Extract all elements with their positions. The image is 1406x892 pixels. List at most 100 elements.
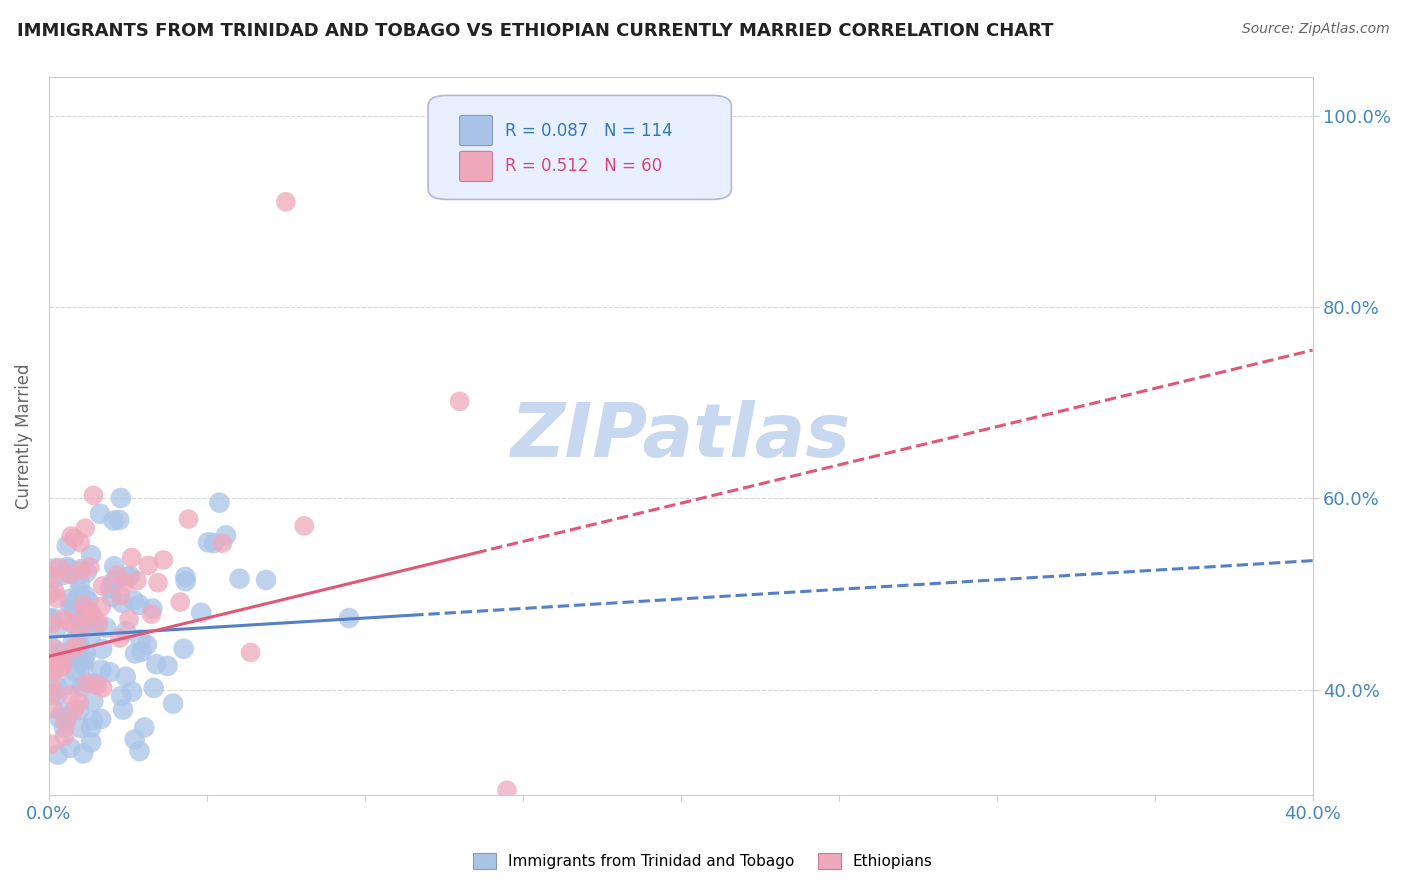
Point	[91, 681, 114, 695]
Point	[73, 608, 96, 623]
Point	[62, 641, 84, 656]
Point	[69, 622, 91, 636]
Point	[141, 601, 163, 615]
Point	[86, 678, 108, 692]
FancyBboxPatch shape	[460, 152, 492, 181]
Point	[83, 676, 105, 690]
Point	[91, 641, 114, 656]
Point	[124, 732, 146, 747]
Point	[73, 657, 96, 672]
Point	[65, 595, 87, 609]
Point	[44, 583, 66, 598]
Point	[110, 589, 132, 603]
Point	[39, 657, 62, 671]
Text: R = 0.087   N = 114: R = 0.087 N = 114	[505, 121, 672, 139]
Point	[82, 713, 104, 727]
Point	[75, 589, 97, 603]
Point	[41, 613, 63, 627]
Point	[56, 560, 79, 574]
Point	[162, 697, 184, 711]
Point	[46, 621, 69, 635]
Point	[42, 611, 65, 625]
Point	[55, 539, 77, 553]
Point	[44, 561, 66, 575]
Point	[59, 688, 82, 702]
Point	[39, 677, 62, 691]
Point	[52, 705, 75, 719]
Point	[69, 638, 91, 652]
Point	[73, 652, 96, 666]
Point	[208, 496, 231, 510]
Point	[103, 514, 125, 528]
Point	[51, 568, 73, 582]
Point	[69, 584, 91, 599]
Point	[52, 652, 75, 666]
Point	[44, 642, 66, 657]
Point	[72, 747, 94, 761]
Point	[66, 639, 89, 653]
Point	[53, 721, 76, 735]
Point	[58, 592, 80, 607]
Point	[177, 512, 200, 526]
Point	[72, 598, 94, 612]
Point	[49, 645, 72, 659]
Point	[82, 607, 104, 622]
Point	[80, 548, 103, 562]
Point	[80, 735, 103, 749]
Point	[46, 687, 69, 701]
Point	[86, 617, 108, 632]
Point	[69, 643, 91, 657]
Point	[63, 531, 86, 545]
Point	[211, 536, 233, 550]
Point	[80, 721, 103, 735]
Point	[136, 558, 159, 573]
Point	[65, 665, 87, 679]
Point	[82, 694, 104, 708]
Point	[62, 603, 84, 617]
Point	[67, 695, 90, 709]
Point	[58, 567, 80, 582]
Point	[152, 553, 174, 567]
FancyBboxPatch shape	[460, 115, 492, 145]
Point	[41, 688, 63, 702]
Point	[69, 575, 91, 590]
Point	[215, 528, 238, 542]
Point	[59, 601, 82, 615]
Point	[60, 567, 83, 582]
Point	[73, 617, 96, 632]
Point	[134, 721, 156, 735]
Point	[96, 621, 118, 635]
Point	[38, 611, 60, 625]
Point	[79, 604, 101, 618]
Point	[197, 535, 219, 549]
Point	[141, 607, 163, 622]
Point	[122, 593, 145, 607]
Point	[73, 602, 96, 616]
Point	[60, 529, 83, 543]
Point	[121, 684, 143, 698]
Point	[42, 650, 65, 665]
Point	[274, 194, 297, 209]
Point	[48, 711, 70, 725]
Text: IMMIGRANTS FROM TRINIDAD AND TOBAGO VS ETHIOPIAN CURRENTLY MARRIED CORRELATION C: IMMIGRANTS FROM TRINIDAD AND TOBAGO VS E…	[17, 22, 1053, 40]
Point	[89, 507, 111, 521]
Point	[118, 612, 141, 626]
Point	[76, 676, 98, 690]
Point	[129, 632, 152, 647]
Point	[337, 611, 360, 625]
Point	[156, 658, 179, 673]
Point	[67, 703, 90, 717]
Point	[105, 573, 128, 587]
Point	[39, 568, 62, 582]
Point	[111, 596, 134, 610]
Point	[75, 674, 97, 689]
Point	[79, 560, 101, 574]
Point	[449, 394, 471, 409]
Point	[76, 565, 98, 579]
Point	[90, 663, 112, 677]
Point	[42, 665, 65, 679]
Point	[83, 488, 105, 502]
Point	[169, 595, 191, 609]
Point	[496, 783, 519, 797]
Point	[103, 559, 125, 574]
